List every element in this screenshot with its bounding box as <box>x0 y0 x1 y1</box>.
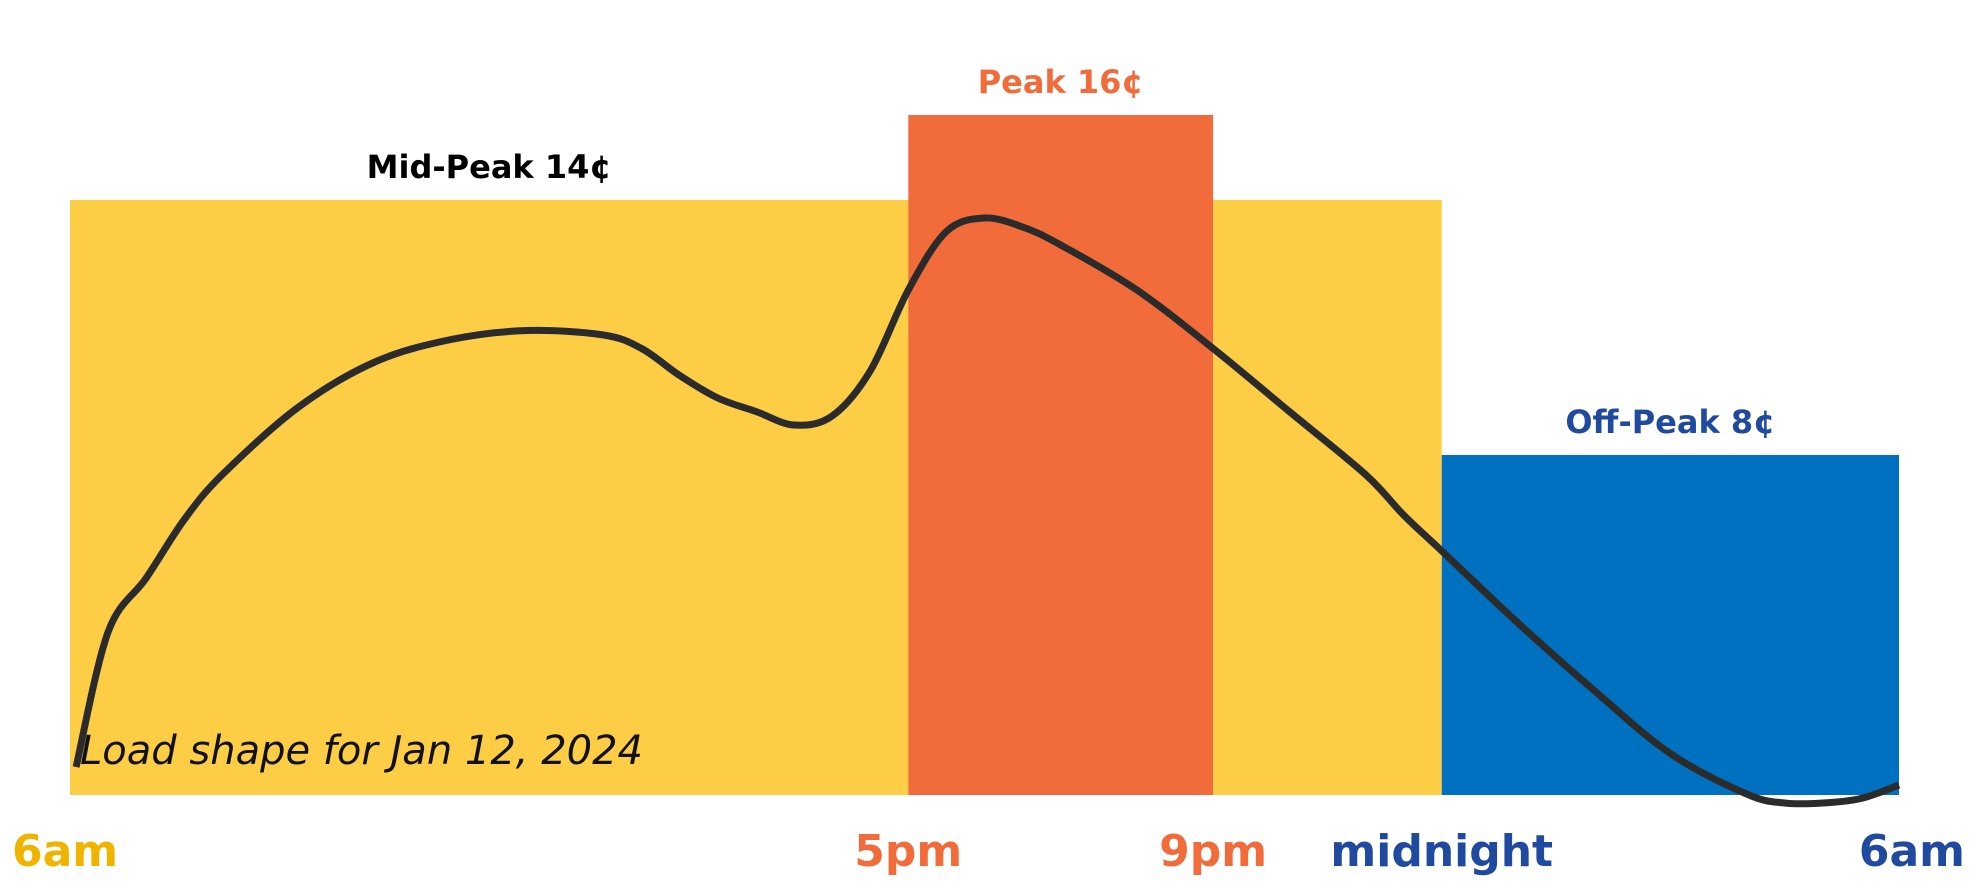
price-period-labels: Mid-Peak 14¢ Peak 16¢ Off-Peak 8¢ <box>367 63 1776 441</box>
tick-label-1: 5pm <box>854 826 962 877</box>
price-bar-mid-peak-0 <box>70 200 909 795</box>
price-period-bars <box>70 115 1899 795</box>
tick-label-3: midnight <box>1330 826 1553 877</box>
price-bar-peak-1 <box>908 115 1214 795</box>
tick-label-2: 9pm <box>1159 826 1267 877</box>
time-axis-labels: 6am 5pm 9pm midnight 6am <box>12 826 1965 877</box>
load-shape-caption: Load shape for Jan 12, 2024 <box>80 728 643 774</box>
price-bar-off-peak-3 <box>1441 455 1899 795</box>
price-label-off-peak: Off-Peak 8¢ <box>1565 403 1775 441</box>
price-label-mid-peak: Mid-Peak 14¢ <box>367 148 612 186</box>
price-bar-mid-peak-2 <box>1213 200 1442 795</box>
price-label-peak: Peak 16¢ <box>978 63 1144 101</box>
tick-label-0: 6am <box>12 826 118 877</box>
tick-label-4: 6am <box>1859 826 1965 877</box>
load-shape-line <box>72 214 1901 808</box>
